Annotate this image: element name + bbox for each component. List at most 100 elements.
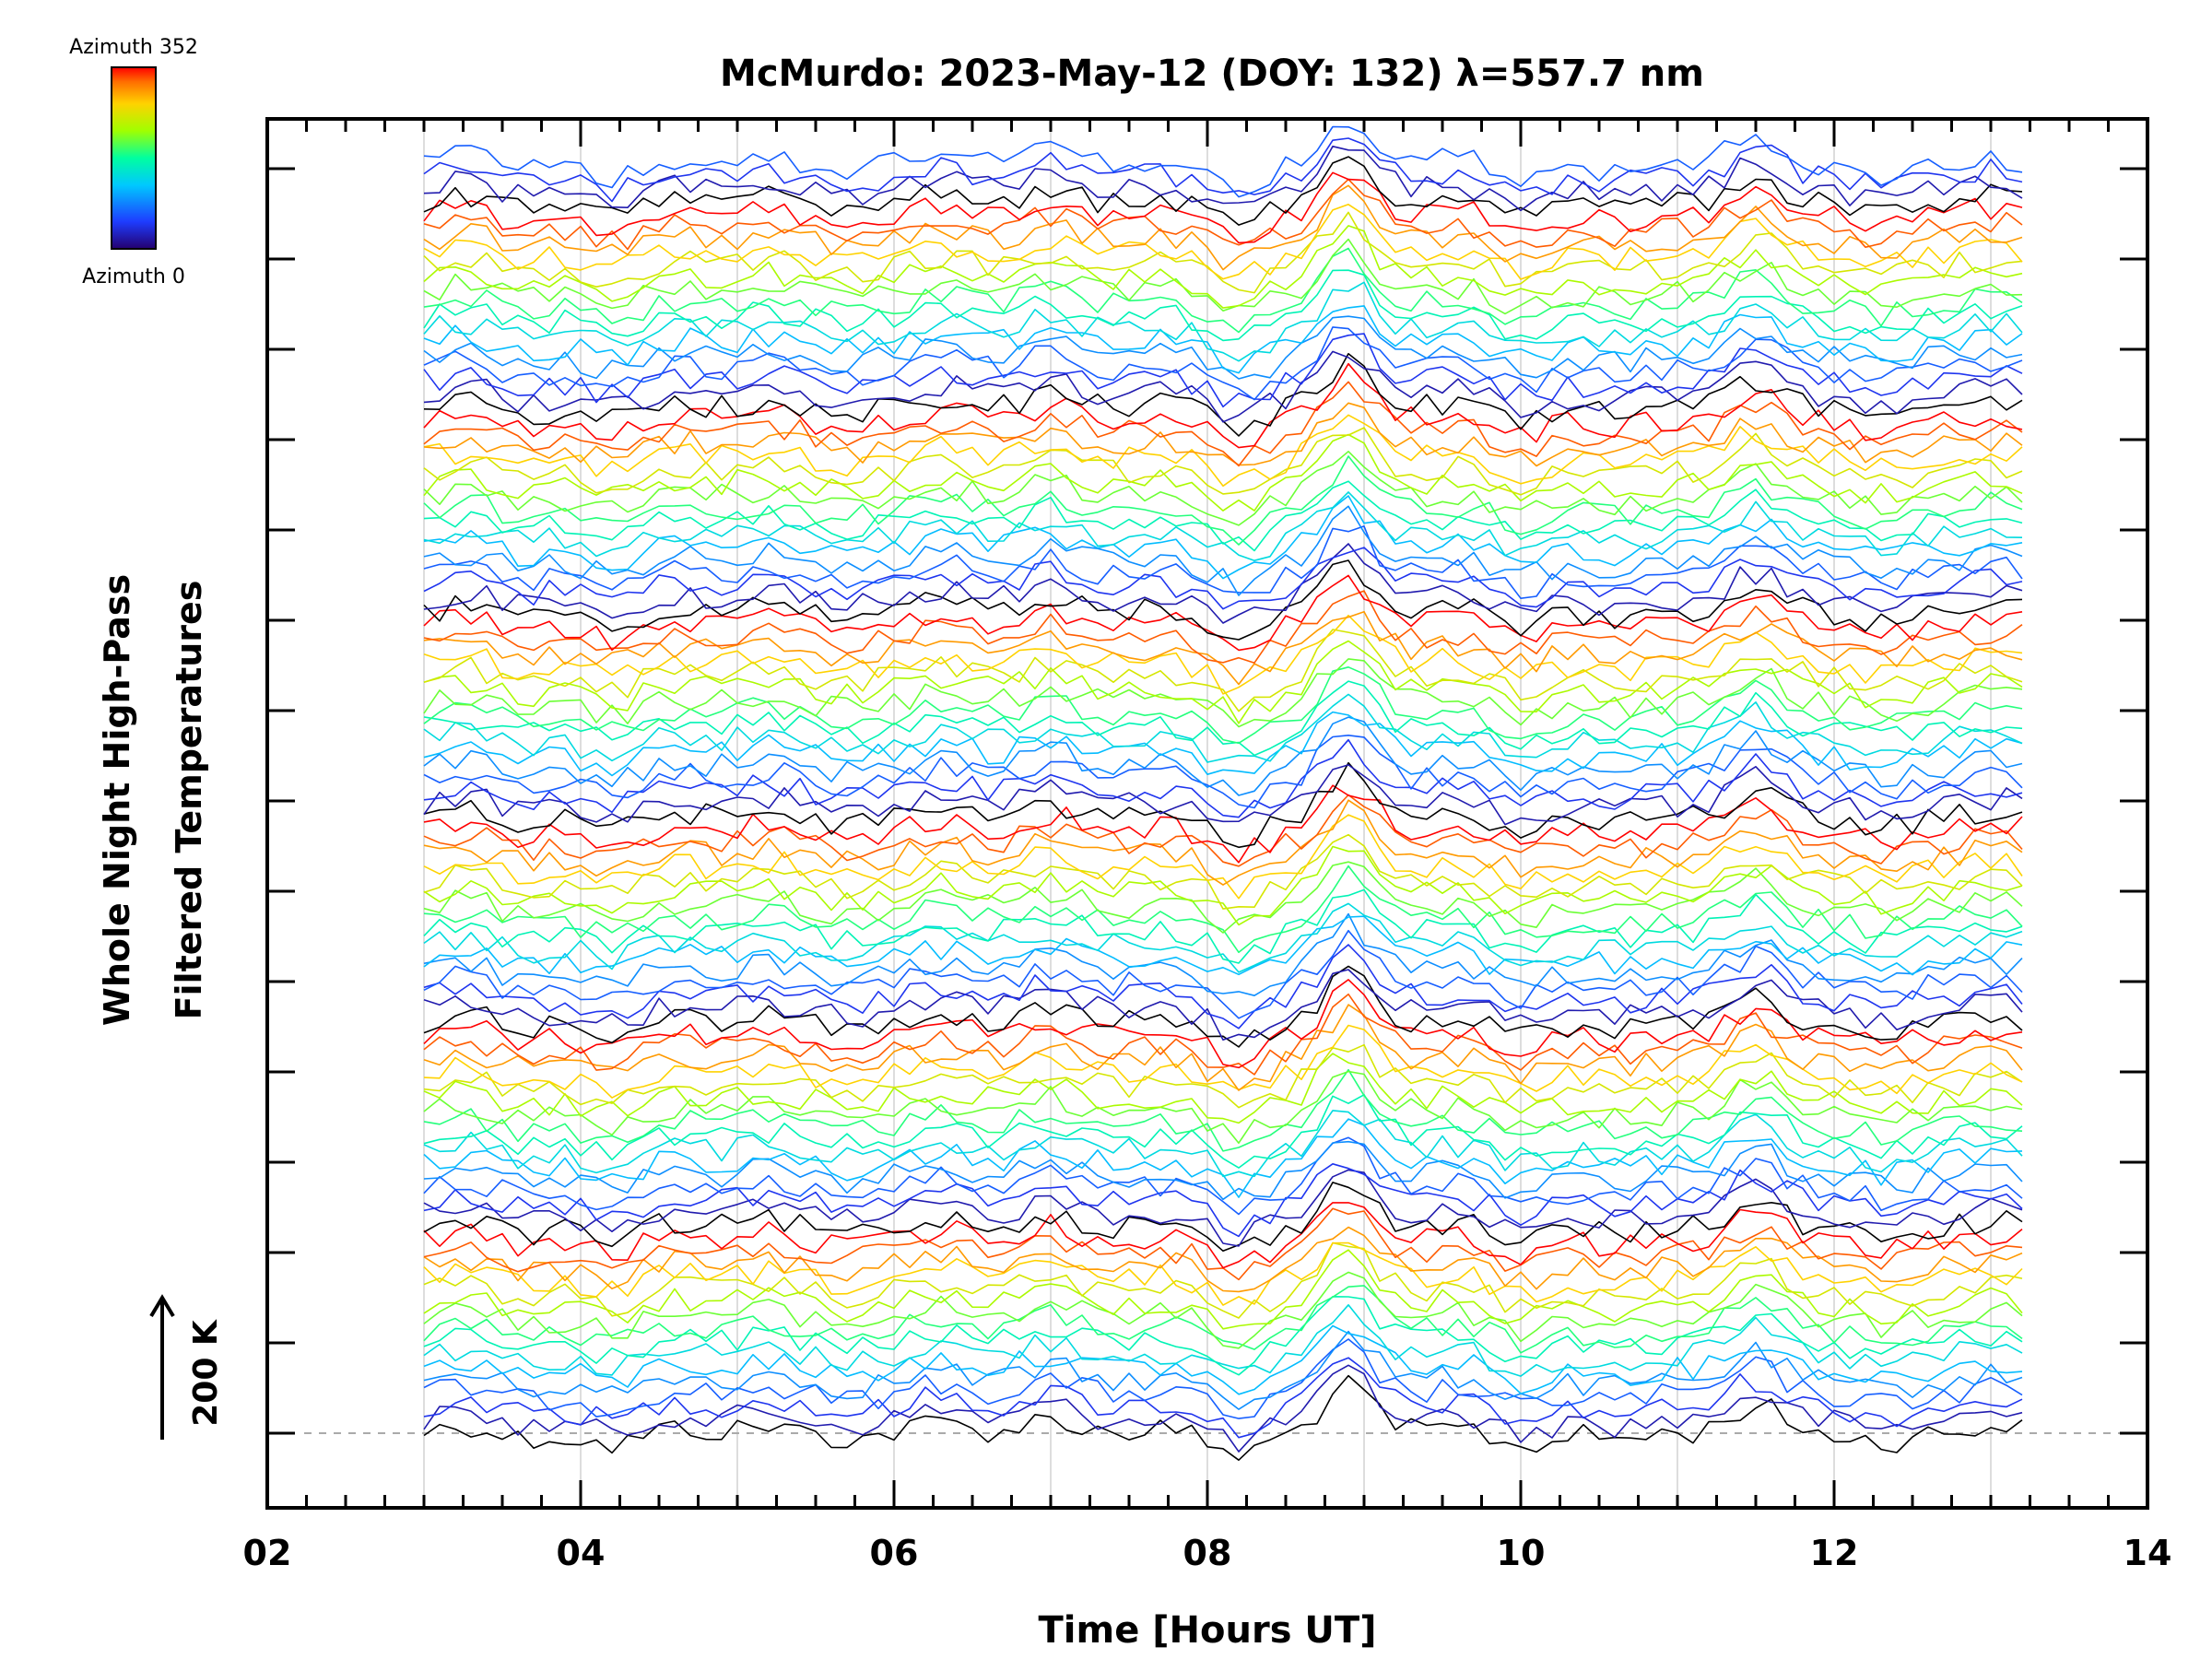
series-line <box>423 269 2023 342</box>
series-line <box>423 738 2023 818</box>
series-line <box>423 665 2023 745</box>
series-line <box>423 547 2023 610</box>
series-line <box>423 993 2023 1076</box>
series-line <box>423 543 2023 624</box>
series-line <box>423 716 2023 796</box>
series-line <box>423 171 2023 244</box>
chart-title: McMurdo: 2023-May-12 (DOY: 132) λ=557.7 … <box>720 53 1704 95</box>
series-line <box>423 350 2023 423</box>
y-axis-label-line1: Whole Night High-Pass <box>97 574 137 1026</box>
series-line <box>423 333 2023 408</box>
series-line <box>423 455 2023 546</box>
series-line <box>423 178 2023 251</box>
series-line <box>423 912 2023 996</box>
series-line <box>423 238 2023 315</box>
series-line <box>423 711 2023 777</box>
series-line <box>423 1296 2023 1376</box>
series-line <box>423 559 2023 641</box>
series-line <box>423 574 2023 652</box>
colorbar-bottom-label: Azimuth 0 <box>82 265 185 288</box>
x-axis-label: Time [Hours UT] <box>1039 1609 1377 1652</box>
series-line <box>423 1357 2023 1439</box>
x-tick-label: 14 <box>2124 1533 2172 1573</box>
series-line <box>423 979 2023 1069</box>
scale-arrow <box>149 1294 175 1440</box>
series-line <box>423 640 2023 724</box>
series-line <box>423 402 2023 467</box>
vertical-grid <box>423 119 1992 1508</box>
x-tick-label: 12 <box>1810 1533 1859 1573</box>
series-line <box>423 1324 2023 1395</box>
series-line <box>423 888 2023 964</box>
series-line <box>423 491 2023 562</box>
series-line <box>423 1043 2023 1109</box>
series-line <box>423 1068 2023 1152</box>
series-line <box>423 525 2023 600</box>
series-line <box>423 629 2023 712</box>
series-line <box>423 784 2023 864</box>
series-line <box>423 1140 2023 1201</box>
series-line <box>423 225 2023 309</box>
series-line <box>423 352 2023 437</box>
series-line <box>423 433 2023 512</box>
series-line <box>423 833 2023 910</box>
series-line <box>423 845 2023 926</box>
series-line <box>423 305 2023 374</box>
series-line <box>423 1330 2023 1410</box>
series-line <box>423 1202 2023 1269</box>
series-line <box>423 480 2023 552</box>
series-line <box>423 1053 2023 1124</box>
series-line <box>423 156 2023 226</box>
x-tick-label: 10 <box>1497 1533 1546 1573</box>
series-line <box>423 1004 2023 1091</box>
series-line <box>423 764 2023 826</box>
scale-bar-label: 200 K <box>187 1319 225 1427</box>
series-line <box>423 1070 2023 1144</box>
series-line <box>423 1163 2023 1238</box>
series-line <box>423 693 2023 763</box>
series-line <box>423 1136 2023 1216</box>
series-line <box>423 125 2023 198</box>
series-line <box>423 814 2023 900</box>
series-line <box>423 146 2023 212</box>
x-tick-label: 06 <box>870 1533 919 1573</box>
series-line <box>423 680 2023 757</box>
series-line <box>423 610 2023 686</box>
series-line <box>423 658 2023 728</box>
colorbar <box>111 66 157 250</box>
series-line <box>423 1182 2023 1253</box>
series-line <box>423 184 2023 271</box>
x-tick-label: 02 <box>243 1533 292 1573</box>
x-tick-label: 08 <box>1183 1533 1232 1573</box>
series-group <box>423 125 2023 1461</box>
y-axis-label-line2: Filtered Temperatures <box>169 581 209 1020</box>
axis-ticks <box>265 119 2149 1508</box>
series-line <box>423 1364 2023 1453</box>
series-line <box>423 427 2023 496</box>
series-line <box>423 861 2023 934</box>
x-tick-labels: 02 04 06 08 10 12 14 <box>243 1533 2172 1573</box>
series-line <box>423 495 2023 580</box>
series-line <box>423 1241 2023 1306</box>
series-line <box>423 590 2023 665</box>
series-line <box>423 247 2023 334</box>
series-line <box>423 1169 2023 1247</box>
series-line <box>423 1285 2023 1354</box>
series-line <box>423 915 2023 976</box>
series-line <box>423 204 2023 280</box>
series-line <box>423 902 2023 973</box>
series-line <box>423 1374 2023 1461</box>
series-line <box>423 1241 2023 1319</box>
series-line <box>423 281 2023 362</box>
series-line <box>423 381 2023 467</box>
series-line <box>423 505 2023 596</box>
series-line <box>423 315 2023 380</box>
series-line <box>423 944 2023 1030</box>
series-line <box>423 1249 2023 1330</box>
series-line <box>423 1271 2023 1349</box>
series-line <box>423 794 2023 867</box>
series-line <box>423 734 2023 809</box>
series-line <box>423 414 2023 488</box>
series-line <box>423 1338 2023 1419</box>
